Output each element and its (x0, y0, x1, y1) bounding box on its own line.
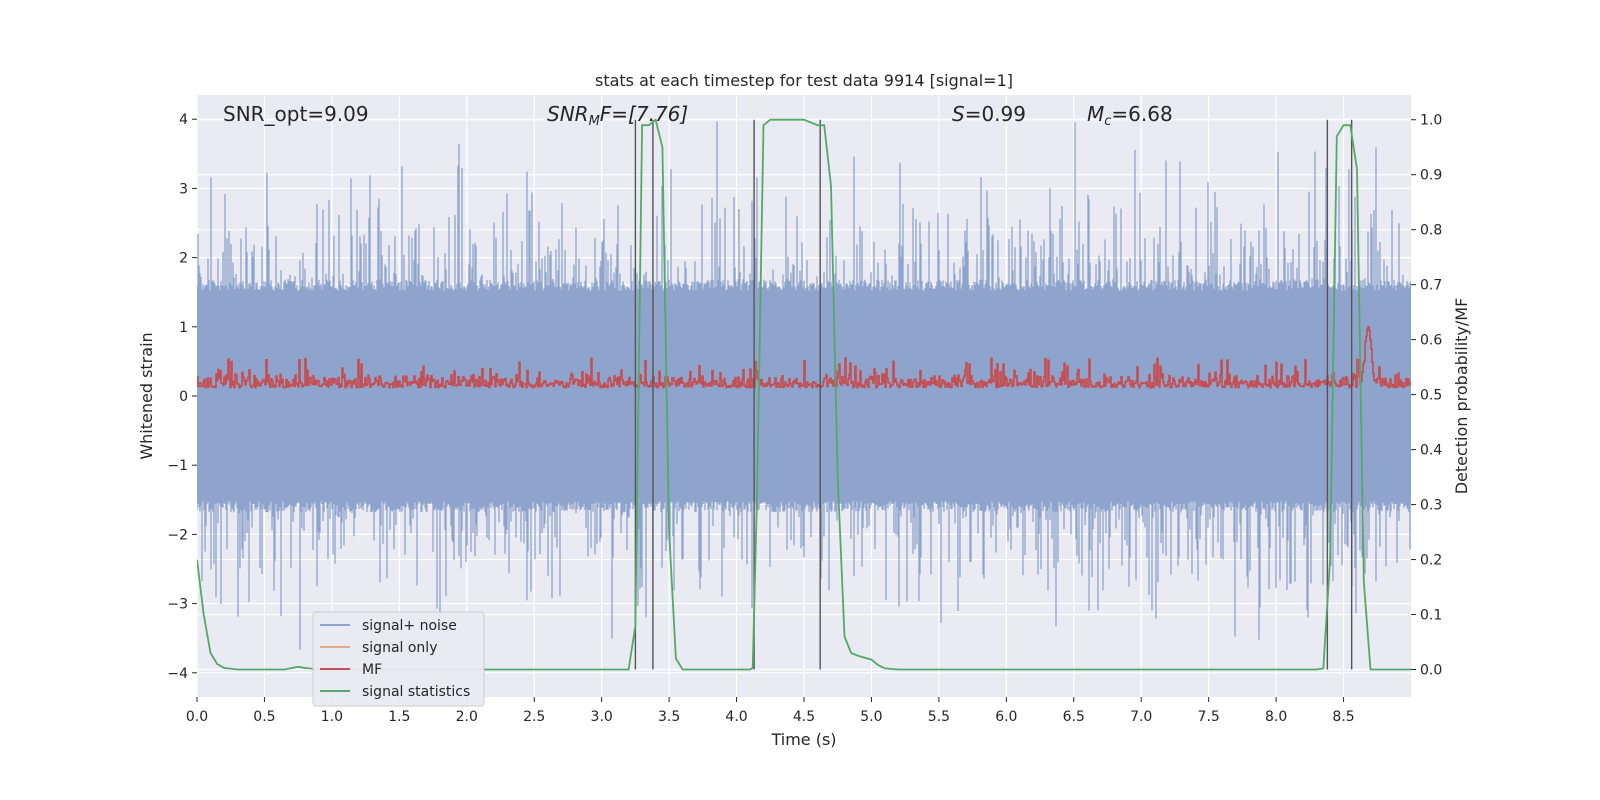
series-mf (197, 326, 1411, 389)
legend-label: signal only (362, 640, 437, 656)
x-tick-label: 3.0 (591, 709, 613, 725)
series-layer (197, 118, 1411, 671)
y-tick-label-left: −3 (167, 597, 188, 613)
annotation-s-rest: =0.99 (965, 102, 1026, 126)
annotation-snr-mf: SNRMF=[7.76] (547, 102, 688, 129)
y-tick-label-left: 2 (179, 251, 188, 267)
annotation-mc: Mc=6.68 (1087, 102, 1173, 129)
x-tick-label: 7.0 (1130, 709, 1152, 725)
annotation-mc-sub: c (1104, 114, 1111, 129)
x-tick-label: 5.0 (860, 709, 882, 725)
annotation-snr-mf-main: SNR (547, 102, 589, 126)
x-axis-label: Time (s) (770, 730, 836, 749)
x-tick-label: 2.0 (456, 709, 478, 725)
y-tick-label-right: 0.2 (1420, 553, 1442, 569)
annotation-mc-main: M (1087, 102, 1104, 126)
y-tick-label-right: 0.4 (1420, 443, 1442, 459)
x-tick-label: 5.5 (928, 709, 950, 725)
legend-label: signal+ noise (362, 618, 457, 634)
y-tick-label-left: 4 (179, 112, 188, 128)
y-tick-label-left: −2 (167, 527, 188, 543)
y-tick-label-right: 0.8 (1420, 223, 1442, 239)
y-tick-label-right: 0.7 (1420, 278, 1442, 294)
x-tick-label: 1.5 (388, 709, 410, 725)
x-tick-label: 8.5 (1332, 709, 1354, 725)
x-tick-label: 0.0 (186, 709, 208, 725)
y-tick-label-right: 0.1 (1420, 608, 1442, 624)
y-tick-label-left: 3 (179, 181, 188, 197)
x-tick-label: 7.5 (1198, 709, 1220, 725)
series-signal-plus-noise (197, 121, 1411, 650)
annotation-mc-rest: =6.68 (1111, 102, 1172, 126)
legend-label: MF (362, 662, 382, 678)
chart-title: stats at each timestep for test data 991… (595, 71, 1013, 90)
y-tick-label-left: −1 (167, 458, 188, 474)
axes-layer: 0.0 0.5 1.0 1.5 2.0 2.5 3.0 3.5 4.0 4.5 5.0 5.5 6.0 6… (167, 112, 1442, 725)
y-tick-label-right: 0.6 (1420, 333, 1442, 349)
legend: signal+ noise signal only MF signal statist… (312, 611, 485, 707)
annotation-snr-opt: SNR_opt=9.09 (223, 102, 369, 126)
y-axis-label-left: Whitened strain (137, 332, 156, 459)
annotation-s: S=0.99 (952, 102, 1026, 126)
y-tick-label-right: 0.9 (1420, 168, 1442, 184)
y-tick-label-right: 1.0 (1420, 113, 1442, 129)
y-tick-label-left: −4 (167, 666, 188, 682)
x-tick-label: 1.0 (321, 709, 343, 725)
x-tick-label: 6.5 (1063, 709, 1085, 725)
y-axis-label-right: Detection probability/MF (1452, 298, 1471, 495)
x-tick-label: 4.5 (793, 709, 815, 725)
x-tick-label: 4.0 (725, 709, 747, 725)
y-tick-label-right: 0.3 (1420, 498, 1442, 514)
y-tick-label-right: 0.5 (1420, 388, 1442, 404)
series-signal-statistics (197, 118, 1411, 671)
x-tick-label: 0.5 (253, 709, 275, 725)
legend-label: signal statistics (362, 684, 470, 700)
y-tick-label-left: 0 (179, 389, 188, 405)
y-tick-label-left: 1 (179, 320, 188, 336)
x-tick-label: 8.0 (1265, 709, 1287, 725)
annotation-snr-mf-rest: F=[7.76] (600, 102, 688, 126)
annotation-snr-mf-sub: M (589, 114, 600, 129)
legend-box (312, 611, 485, 707)
x-tick-label: 6.0 (995, 709, 1017, 725)
annotation-s-main: S (952, 102, 965, 126)
y-tick-label-right: 0.0 (1420, 663, 1442, 679)
x-tick-label: 2.5 (523, 709, 545, 725)
x-tick-label: 3.5 (658, 709, 680, 725)
